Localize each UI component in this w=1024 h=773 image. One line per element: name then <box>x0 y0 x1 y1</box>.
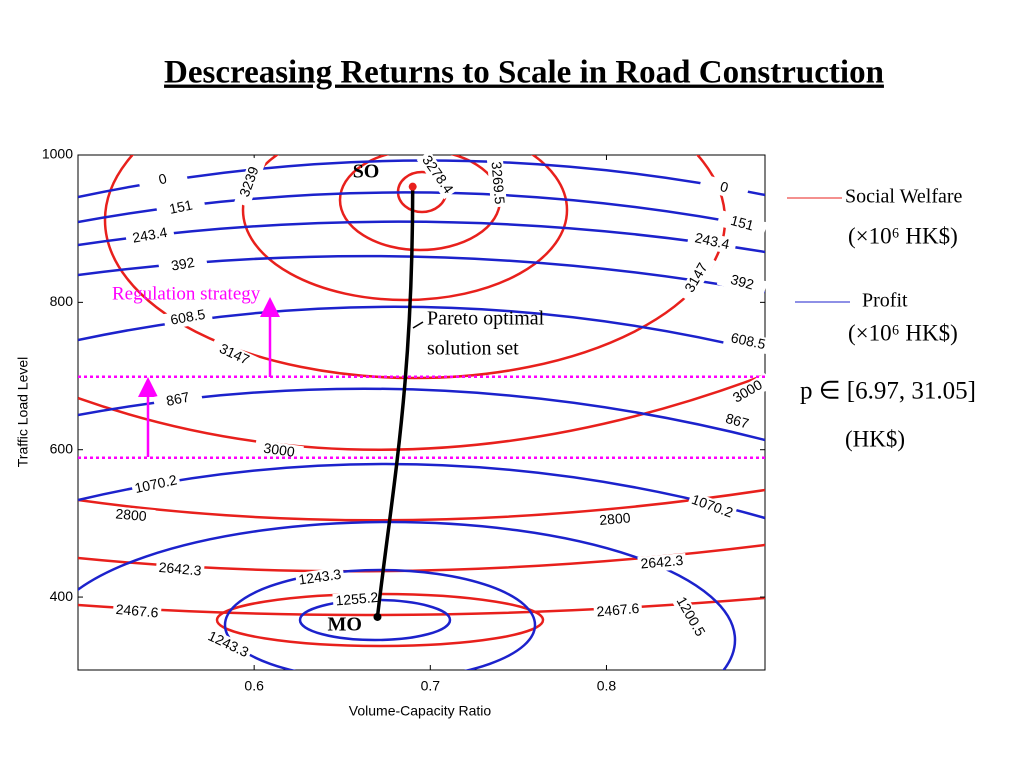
contour-label: 2800 <box>115 505 148 524</box>
contour-label: 867 <box>165 388 191 409</box>
label-bg <box>295 566 345 590</box>
plot-frame <box>77 154 766 671</box>
y-axis-label: Traffic Load Level <box>15 357 31 468</box>
label-bg <box>723 373 773 411</box>
contour-label: 2467.6 <box>115 601 159 621</box>
contour-label: 2467.6 <box>596 600 640 620</box>
pareto-label: solution set <box>427 338 519 360</box>
contour-label: 608.5 <box>729 329 767 352</box>
plot-area <box>78 155 765 670</box>
label-bg <box>202 627 254 663</box>
contour-label: 392 <box>729 271 756 293</box>
contour-label: 2642.3 <box>640 552 684 572</box>
label-bg <box>157 252 209 278</box>
label-bg <box>671 592 709 642</box>
label-bg <box>686 229 738 255</box>
legend-label: Profit <box>862 290 908 312</box>
contour-label: 2642.3 <box>158 559 202 579</box>
label-bg <box>637 552 687 574</box>
contour-label: 1243.3 <box>206 628 252 661</box>
point <box>373 612 382 621</box>
contour-line <box>78 373 765 452</box>
x-tick-label: 0.8 <box>597 678 617 694</box>
contour-label: 867 <box>724 410 751 432</box>
label-bg <box>332 589 382 611</box>
contour-label: 1200.5 <box>673 594 708 639</box>
unit-label: (×10⁶ HK$) <box>848 320 958 345</box>
contour-label: 1255.2 <box>335 589 379 609</box>
contour-label: 243.4 <box>693 229 731 252</box>
contour-label: 151 <box>729 212 756 234</box>
contour-line <box>78 488 765 522</box>
label-bg <box>416 150 458 200</box>
y-tick-label: 400 <box>50 588 74 604</box>
x-tick-label: 0.7 <box>421 678 441 694</box>
x-tick-label: 0.6 <box>244 678 264 694</box>
legend-label: Social Welfare <box>845 186 963 208</box>
contour-label: 0 <box>718 178 730 196</box>
label-bg <box>130 472 182 498</box>
label-bg <box>234 156 266 208</box>
price-unit: (HK$) <box>845 426 905 451</box>
contour-label: 0 <box>157 170 169 188</box>
label-bg <box>112 601 162 623</box>
pareto-label: Pareto optimal <box>427 308 545 330</box>
contour-label: 608.5 <box>169 306 206 328</box>
contour-label: 392 <box>170 254 196 274</box>
y-tick-label: 600 <box>50 440 74 456</box>
contour-label: 2800 <box>599 509 632 528</box>
label-bg <box>678 253 716 303</box>
point <box>408 182 417 191</box>
label-bg <box>137 166 189 194</box>
label-bg <box>722 329 774 355</box>
label-bg <box>208 337 260 373</box>
contour-line <box>78 596 765 617</box>
contour-label: 151 <box>168 196 194 217</box>
label-bg <box>106 505 156 527</box>
contour-label: 3000 <box>263 440 296 460</box>
label-bg <box>124 223 176 249</box>
pareto-curve <box>375 186 415 618</box>
price-label: p ∈ [6.97, 31.05] <box>800 378 976 405</box>
point-label: MO <box>327 614 361 636</box>
unit-label: (×10⁶ HK$) <box>848 223 958 248</box>
y-tick-label: 1000 <box>42 146 73 162</box>
label-bg <box>711 408 763 436</box>
label-bg <box>162 305 214 331</box>
contour-label: 1243.3 <box>298 566 343 588</box>
point-label: SO <box>353 160 380 182</box>
x-axis-label: Volume-Capacity Ratio <box>349 703 492 719</box>
contour-label: 3269.5 <box>488 161 508 205</box>
label-bg <box>593 600 643 622</box>
label-bg <box>486 158 508 208</box>
regulation-label: Regulation strategy <box>112 283 261 304</box>
contour-line <box>78 220 765 254</box>
label-bg <box>716 210 768 238</box>
label-bg <box>155 559 205 581</box>
label-bg <box>716 269 768 297</box>
pointer <box>412 321 424 329</box>
contour-line <box>78 462 765 520</box>
label-bg <box>152 387 204 413</box>
label-bg <box>590 509 640 531</box>
contour-label: 243.4 <box>131 224 168 246</box>
label-bg <box>686 491 738 523</box>
y-tick-label: 800 <box>50 293 74 309</box>
chart-title: Descreasing Returns to Scale in Road Con… <box>164 55 884 91</box>
label-bg <box>155 195 207 221</box>
contour-line <box>241 155 569 302</box>
contour-line <box>103 155 727 380</box>
label-bg <box>698 174 750 202</box>
contour-line <box>223 568 537 670</box>
